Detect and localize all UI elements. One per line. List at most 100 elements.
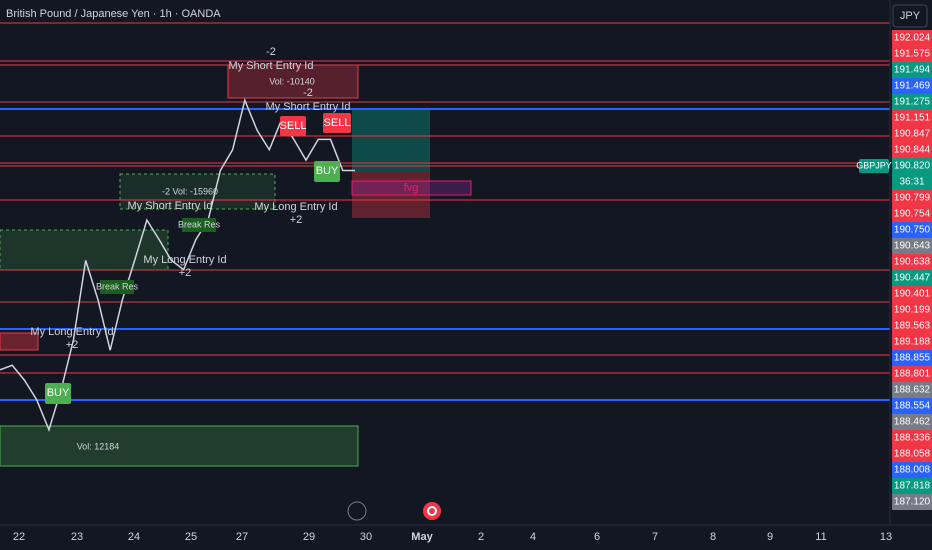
buy-label: BUY xyxy=(316,165,339,177)
price-tag xyxy=(892,462,932,478)
price-tag xyxy=(892,334,932,350)
date-label: 25 xyxy=(185,531,197,543)
buy-label: BUY xyxy=(47,387,70,399)
symbol-label: GBPJPY xyxy=(856,160,892,170)
price-tag xyxy=(892,238,932,254)
price-label: 190.638 xyxy=(894,257,931,268)
price-label: 190.447 xyxy=(894,273,931,284)
price-label: 188.462 xyxy=(894,417,931,428)
sell-signal xyxy=(280,116,306,136)
currency[interactable]: JPY xyxy=(900,10,921,22)
price-label: 190.820 xyxy=(894,161,931,172)
annotation: -2 Vol: -15960 xyxy=(162,186,218,196)
price-label: 187.120 xyxy=(894,497,931,508)
date-label: 29 xyxy=(303,531,315,543)
price-tag xyxy=(892,446,932,462)
annotation: Vol: 12184 xyxy=(77,441,120,451)
price-label: 190.847 xyxy=(894,129,931,140)
event-icon-inner xyxy=(427,506,437,516)
price-label: 188.632 xyxy=(894,385,931,396)
price-tag xyxy=(892,78,932,94)
time-axis: 22 23 24 25 27 29 30 May 2 4 6 7 8 9 11 13 xyxy=(13,531,892,543)
price-tag xyxy=(892,62,932,78)
buy-signal xyxy=(314,161,340,182)
annotation: My Long Entry Id xyxy=(143,254,226,266)
price-tag xyxy=(892,382,932,398)
price-tag xyxy=(892,94,932,110)
price-tag xyxy=(892,46,932,62)
price-label: 190.199 xyxy=(894,305,931,316)
date-label: 9 xyxy=(767,531,773,543)
sell-label: SELL xyxy=(324,117,351,129)
annotation: +2 xyxy=(66,339,79,351)
date-label: 4 xyxy=(530,531,536,543)
break-res-box xyxy=(100,280,134,294)
buy-signal xyxy=(45,383,71,404)
levels xyxy=(0,22,890,401)
price-label: 187.818 xyxy=(894,481,931,492)
price-tag xyxy=(892,254,932,270)
price-tag xyxy=(892,110,932,126)
date-label: May xyxy=(411,531,433,543)
annotation: My Short Entry Id xyxy=(128,200,213,212)
price-tag xyxy=(892,206,932,222)
annotation: My Long Entry Id xyxy=(30,326,113,338)
price-tag xyxy=(892,270,932,286)
price-label: 190.799 xyxy=(894,193,931,204)
annotation: +2 xyxy=(179,267,192,279)
zone xyxy=(0,332,39,351)
price-tag xyxy=(892,350,932,366)
price-tag xyxy=(892,142,932,158)
price-label: 188.554 xyxy=(894,401,931,412)
date-label: 8 xyxy=(710,531,716,543)
price-label: 191.494 xyxy=(894,65,931,76)
zones xyxy=(0,64,472,467)
price-label: 190.643 xyxy=(894,241,931,252)
date-label: 6 xyxy=(594,531,600,543)
chart-title: British Pound / Japanese Yen · 1h · OAND… xyxy=(6,8,221,20)
date-label: 27 xyxy=(236,531,248,543)
annotations: -2 My Short Entry Id Vol: -10140 -2 My S… xyxy=(30,46,418,451)
price-label: 188.336 xyxy=(894,433,931,444)
price-tag xyxy=(892,318,932,334)
price-tag xyxy=(892,430,932,446)
price-label: 36:31 xyxy=(899,177,924,188)
price-tag xyxy=(892,366,932,382)
date-label: 24 xyxy=(128,531,140,543)
break-res-box xyxy=(182,218,216,232)
price-label: 191.469 xyxy=(894,81,931,92)
currency-button[interactable] xyxy=(892,4,928,28)
price-tag xyxy=(892,30,932,46)
price-label: 192.024 xyxy=(894,33,931,44)
price-tag xyxy=(892,286,932,302)
price-label: 190.401 xyxy=(894,289,931,300)
annotation: -2 xyxy=(266,46,276,58)
event-icon[interactable] xyxy=(347,501,367,521)
price-label: 191.151 xyxy=(894,113,931,124)
price-label: 191.575 xyxy=(894,49,931,60)
symbol-tag xyxy=(859,159,889,173)
price-tag xyxy=(892,302,932,318)
price-label: 188.855 xyxy=(894,353,931,364)
fvg-box xyxy=(351,180,472,196)
sell-signal xyxy=(323,113,351,133)
price-label: 188.058 xyxy=(894,449,931,460)
date-label: 22 xyxy=(13,531,25,543)
date-label: 11 xyxy=(815,531,826,543)
date-label: 23 xyxy=(71,531,83,543)
event-icon[interactable] xyxy=(423,502,441,520)
price-tag xyxy=(892,158,932,174)
price-tag xyxy=(892,478,932,494)
price-label: 189.563 xyxy=(894,321,931,332)
date-label: 7 xyxy=(652,531,658,543)
price-label: 190.844 xyxy=(894,145,931,156)
price-tag xyxy=(892,414,932,430)
price-tag xyxy=(892,222,932,238)
sell-label: SELL xyxy=(280,120,307,132)
demand-zone xyxy=(0,229,169,271)
annotation: My Short Entry Id xyxy=(229,60,314,72)
annotation: +2 xyxy=(290,214,303,226)
price-label: 188.008 xyxy=(894,465,931,476)
